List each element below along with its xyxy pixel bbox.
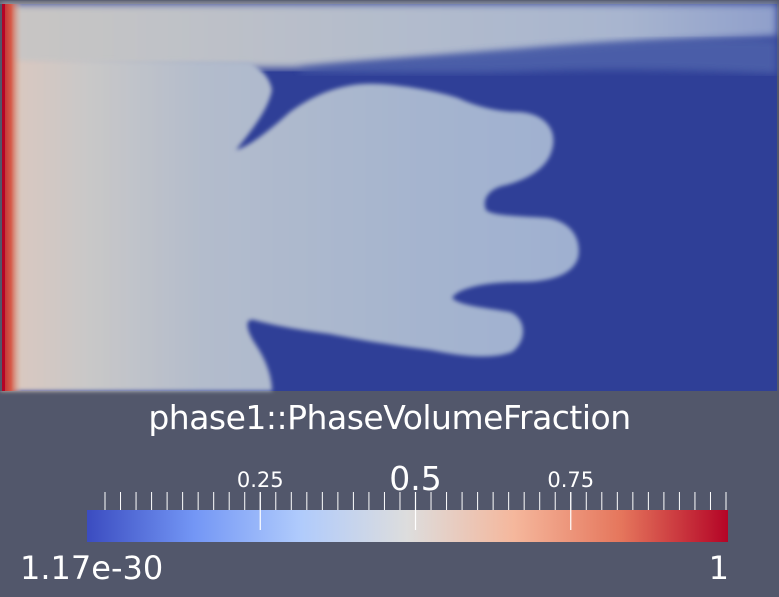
top-film-transition [300,38,777,74]
inlet-wall-edge [0,4,5,391]
domain-frame-left [0,4,2,391]
scalar-bar-tick-label: 0.5 [389,459,442,498]
scalar-bar-min-label: 1.17e-30 [20,549,164,587]
scalar-bar-tick-label: 0.25 [236,468,284,492]
scalar-bar [87,492,728,542]
top-film-band [0,4,777,68]
inlet-wall [0,4,22,391]
scalar-bar-colormap [87,510,728,542]
scalar-bar-tick-label: 0.75 [547,468,595,492]
scalar-bar-title: phase1::PhaseVolumeFraction [148,398,631,437]
invading-front [0,60,579,391]
scalar-bar-max-label: 1 [708,549,729,587]
